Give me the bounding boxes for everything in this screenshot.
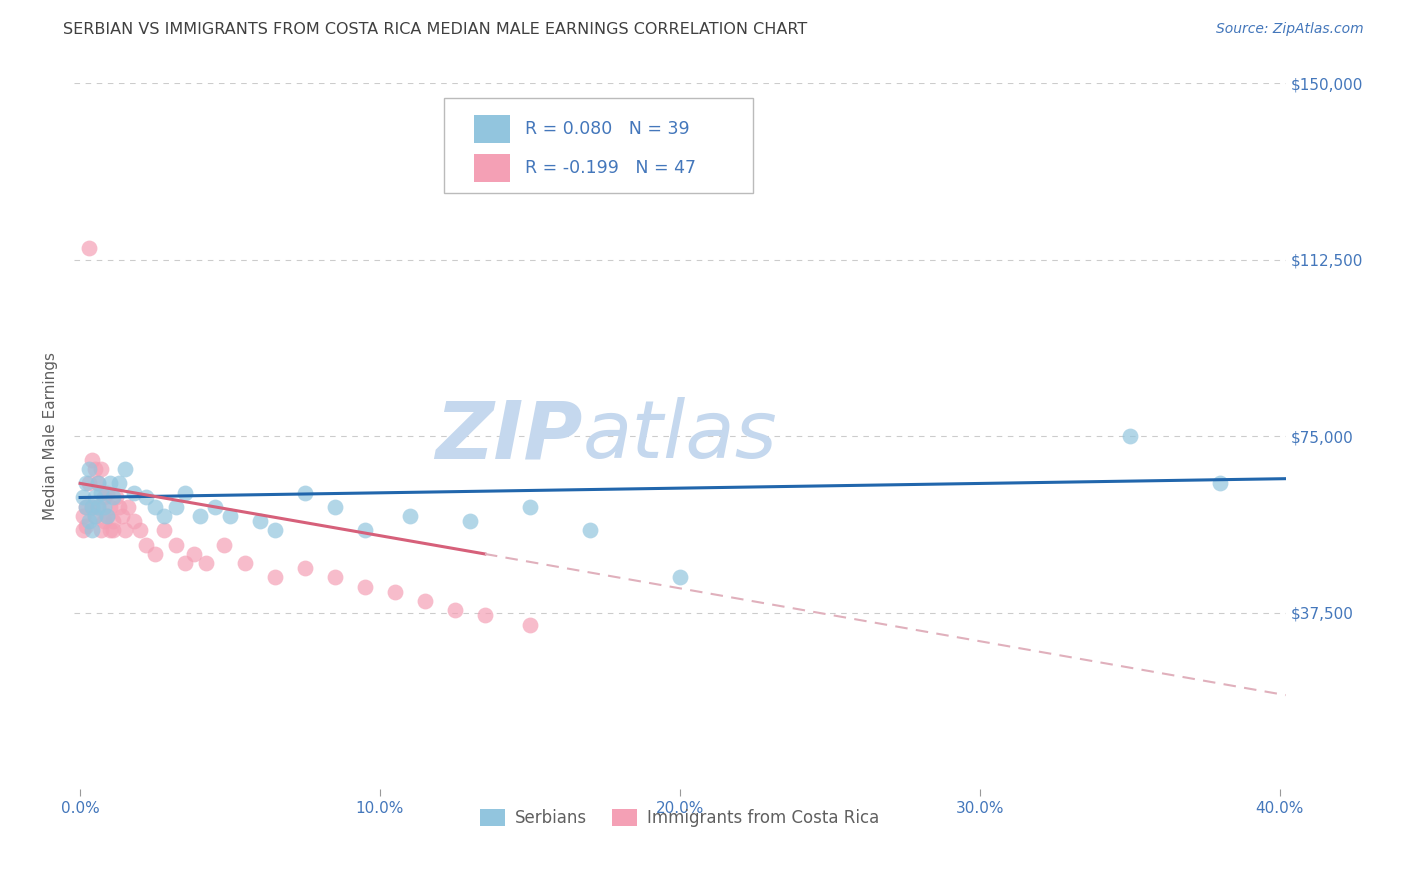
Point	[80, 500, 103, 514]
Point	[323, 570, 346, 584]
Point	[80, 524, 103, 538]
Point	[72, 524, 94, 538]
Point	[87, 476, 110, 491]
Point	[90, 524, 112, 538]
Point	[98, 500, 121, 514]
Point	[87, 500, 110, 514]
Point	[101, 491, 124, 505]
Legend: Serbians, Immigrants from Costa Rica: Serbians, Immigrants from Costa Rica	[474, 802, 886, 834]
Point	[153, 509, 176, 524]
Point	[84, 509, 107, 524]
Point	[294, 485, 316, 500]
Point	[399, 509, 422, 524]
Point	[87, 476, 110, 491]
Point	[80, 453, 103, 467]
Point	[143, 547, 166, 561]
Text: SERBIAN VS IMMIGRANTS FROM COSTA RICA MEDIAN MALE EARNINGS CORRELATION CHART: SERBIAN VS IMMIGRANTS FROM COSTA RICA ME…	[63, 22, 807, 37]
Point	[165, 537, 187, 551]
Point	[354, 524, 377, 538]
Text: ZIP: ZIP	[436, 397, 583, 475]
FancyBboxPatch shape	[474, 115, 510, 144]
Point	[98, 524, 121, 538]
Point	[354, 580, 377, 594]
Point	[117, 500, 139, 514]
Point	[101, 514, 124, 528]
Point	[87, 500, 110, 514]
Point	[75, 500, 97, 514]
Point	[72, 491, 94, 505]
Point	[93, 500, 115, 514]
Point	[1208, 476, 1230, 491]
Point	[188, 509, 211, 524]
Point	[93, 491, 115, 505]
Point	[93, 514, 115, 528]
Point	[96, 509, 118, 524]
Point	[77, 462, 100, 476]
Point	[108, 500, 131, 514]
Text: Source: ZipAtlas.com: Source: ZipAtlas.com	[1216, 22, 1364, 37]
Point	[96, 485, 118, 500]
Point	[204, 500, 226, 514]
Point	[84, 509, 107, 524]
Point	[75, 518, 97, 533]
Point	[519, 500, 541, 514]
Point	[294, 561, 316, 575]
Point	[174, 557, 197, 571]
Point	[77, 241, 100, 255]
FancyBboxPatch shape	[474, 154, 510, 182]
Point	[233, 557, 256, 571]
Point	[90, 485, 112, 500]
Point	[114, 462, 136, 476]
Y-axis label: Median Male Earnings: Median Male Earnings	[44, 352, 58, 520]
Point	[101, 524, 124, 538]
Point	[458, 514, 481, 528]
Point	[135, 491, 157, 505]
Point	[153, 524, 176, 538]
Point	[212, 537, 235, 551]
Point	[111, 509, 134, 524]
Point	[219, 509, 242, 524]
Point	[323, 500, 346, 514]
Point	[444, 603, 467, 617]
Point	[72, 509, 94, 524]
Point	[384, 584, 406, 599]
Point	[114, 524, 136, 538]
Point	[195, 557, 218, 571]
Point	[90, 462, 112, 476]
Point	[413, 594, 436, 608]
Point	[165, 500, 187, 514]
Point	[122, 514, 145, 528]
Point	[108, 476, 131, 491]
Point	[77, 514, 100, 528]
Point	[96, 509, 118, 524]
Point	[80, 500, 103, 514]
Text: R = -0.199   N = 47: R = -0.199 N = 47	[524, 159, 696, 178]
Point	[474, 608, 496, 623]
Point	[84, 462, 107, 476]
Point	[1118, 429, 1140, 443]
Text: atlas: atlas	[583, 397, 778, 475]
Point	[579, 524, 602, 538]
Point	[105, 491, 128, 505]
Point	[183, 547, 205, 561]
Point	[519, 617, 541, 632]
Point	[264, 570, 287, 584]
Point	[249, 514, 271, 528]
Point	[98, 476, 121, 491]
Point	[264, 524, 287, 538]
Point	[669, 570, 692, 584]
Point	[174, 485, 197, 500]
Point	[135, 537, 157, 551]
Point	[75, 476, 97, 491]
FancyBboxPatch shape	[444, 97, 752, 193]
Point	[75, 500, 97, 514]
Point	[143, 500, 166, 514]
Text: R = 0.080   N = 39: R = 0.080 N = 39	[524, 120, 689, 138]
Point	[77, 476, 100, 491]
Point	[129, 524, 152, 538]
Point	[122, 485, 145, 500]
Point	[84, 491, 107, 505]
